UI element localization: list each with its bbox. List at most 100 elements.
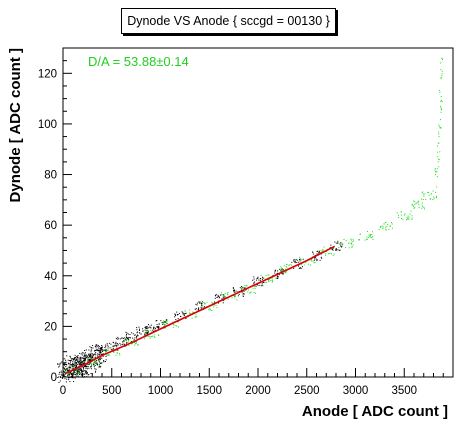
scatter-point-dense — [281, 273, 283, 275]
scatter-point-dense — [82, 367, 84, 368]
scatter-point-dense — [125, 337, 127, 339]
scatter-point-dense — [232, 288, 234, 290]
scatter-point-dense — [69, 360, 71, 361]
scatter-point-selected — [432, 199, 434, 200]
scatter-point-dense — [199, 301, 201, 303]
scatter-point-selected — [410, 210, 412, 212]
scatter-point-selected — [111, 347, 113, 349]
scatter-point-selected — [163, 320, 165, 322]
scatter-point-dense — [116, 344, 118, 346]
scatter-point-selected — [270, 280, 272, 281]
scatter-point-selected — [350, 246, 352, 248]
scatter-point-dense — [73, 376, 75, 378]
scatter-point-selected — [433, 197, 435, 199]
scatter-point-dense — [82, 368, 84, 370]
scatter-point-dense — [76, 366, 78, 368]
scatter-point-dense — [119, 338, 121, 340]
scatter-point-selected — [422, 191, 424, 193]
scatter-point-dense — [242, 292, 244, 294]
scatter-point-dense — [83, 358, 85, 360]
scatter-point-dense — [315, 258, 317, 260]
scatter-point-dense — [337, 249, 339, 251]
scatter-point-selected — [426, 191, 428, 193]
scatter-point-dense — [320, 256, 322, 258]
scatter-point-dense — [91, 358, 93, 360]
scatter-point-selected — [313, 262, 315, 264]
scatter-point-dense — [91, 349, 93, 351]
scatter-point-selected — [413, 200, 415, 202]
scatter-point-dense — [95, 368, 97, 370]
scatter-point-dense — [314, 257, 316, 259]
scatter-point-dense — [78, 362, 80, 364]
scatter-point-selected — [261, 278, 263, 280]
scatter-point-dense — [198, 309, 200, 311]
scatter-point-dense — [83, 370, 85, 371]
scatter-point-dense — [67, 375, 69, 377]
scatter-point-selected — [391, 227, 393, 229]
scatter-point-dense — [302, 258, 304, 260]
scatter-point-selected — [441, 101, 443, 103]
scatter-point-selected — [378, 229, 380, 231]
scatter-point-dense — [99, 358, 101, 360]
scatter-point-dense — [62, 366, 64, 368]
scatter-point-selected — [173, 324, 175, 326]
scatter-point-dense — [63, 367, 65, 369]
scatter-point-dense — [76, 373, 78, 375]
scatter-point-dense — [261, 283, 263, 285]
scatter-point-selected — [192, 311, 194, 313]
scatter-point-selected — [418, 200, 420, 202]
scatter-point-dense — [121, 337, 123, 339]
scatter-point-selected — [163, 326, 165, 327]
scatter-point-dense — [103, 353, 105, 355]
scatter-point-dense — [81, 354, 83, 356]
scatter-point-selected — [339, 243, 341, 245]
scatter-point-dense — [86, 365, 88, 367]
scatter-point-dense — [340, 242, 342, 244]
scatter-point-dense — [63, 364, 65, 366]
scatter-point-dense — [318, 251, 320, 253]
scatter-point-dense — [123, 338, 125, 340]
x-tick-label: 3500 — [391, 385, 417, 397]
scatter-point-dense — [89, 346, 91, 348]
scatter-point-dense — [84, 358, 86, 360]
x-tick-label: 0 — [60, 385, 66, 397]
scatter-point-dense — [83, 356, 85, 358]
scatter-point-selected — [299, 260, 301, 261]
scatter-point-dense — [176, 311, 178, 313]
scatter-point-dense — [155, 327, 156, 329]
scatter-point-selected — [154, 336, 156, 338]
scatter-point-dense — [78, 361, 80, 363]
scatter-point-dense — [102, 349, 104, 351]
scatter-point-dense — [95, 344, 97, 346]
scatter-point-dense — [183, 315, 185, 316]
scatter-point-selected — [440, 108, 442, 110]
scatter-point-selected — [245, 285, 247, 287]
scatter-point-selected — [158, 334, 160, 336]
scatter-point-selected — [211, 302, 213, 304]
scatter-point-dense — [95, 351, 97, 353]
scatter-point-selected — [432, 190, 434, 192]
scatter-point-dense — [341, 243, 343, 245]
scatter-point-dense — [152, 329, 154, 331]
scatter-point-dense — [298, 261, 300, 263]
scatter-point-dense — [94, 368, 96, 370]
scatter-point-dense — [216, 297, 218, 298]
scatter-point-dense — [217, 294, 219, 296]
scatter-point-selected — [307, 263, 309, 265]
scatter-point-dense — [80, 360, 82, 362]
scatter-point-selected — [325, 254, 326, 256]
scatter-point-dense — [157, 326, 159, 328]
scatter-point-dense — [64, 373, 66, 375]
scatter-point-dense — [100, 362, 102, 364]
scatter-point-dense — [139, 332, 140, 334]
scatter-point-selected — [328, 253, 330, 255]
scatter-point-selected — [286, 267, 288, 269]
scatter-point-dense — [76, 363, 77, 365]
scatter-point-selected — [310, 258, 312, 260]
scatter-point-dense — [72, 358, 74, 360]
scatter-point-selected — [328, 253, 330, 255]
scatter-point-dense — [98, 354, 100, 356]
scatter-point-dense — [337, 242, 339, 244]
scatter-point-selected — [438, 126, 440, 128]
scatter-point-selected — [213, 302, 215, 304]
